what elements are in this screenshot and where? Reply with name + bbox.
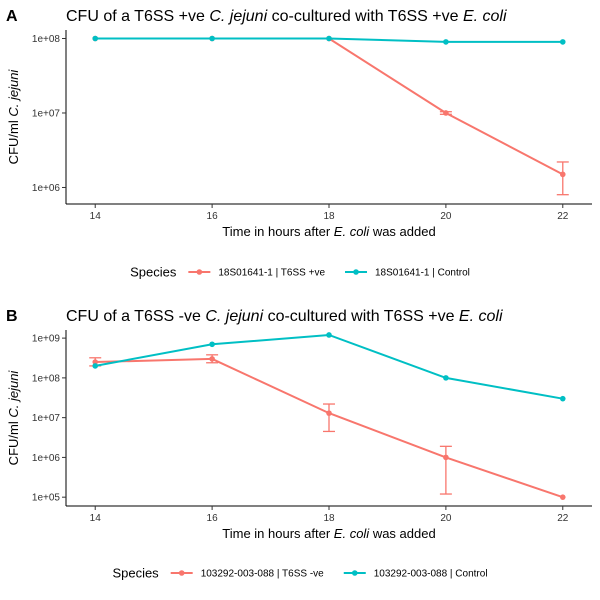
chart-title: CFU of a T6SS +ve C. jejuni co-cultured … bbox=[66, 8, 507, 25]
panel-B: B CFU of a T6SS -ve C. jejuni co-cultured… bbox=[6, 308, 592, 581]
data-point bbox=[559, 171, 566, 178]
legend-key-point bbox=[178, 570, 185, 576]
legend-label: 103292-003-088 | T6SS -ve bbox=[201, 569, 324, 580]
legend-key-point bbox=[351, 570, 358, 576]
series-line bbox=[95, 37, 564, 176]
data-point bbox=[443, 110, 449, 116]
legend-item: 103292-003-088 | T6SS -ve bbox=[170, 569, 324, 580]
legend: Species 103292-003-088 | T6SS -ve 103292-0… bbox=[112, 566, 487, 581]
legend-item: 18S01641-1 | Control bbox=[345, 268, 470, 279]
y-axis-title: CFU/ml C. jejuni bbox=[6, 69, 21, 165]
error-bar bbox=[556, 161, 569, 196]
panel-A: A CFU of a T6SS +ve C. jejuni co-cultured… bbox=[6, 8, 592, 280]
data-point bbox=[209, 341, 215, 348]
x-tick-label: 18 bbox=[323, 513, 335, 524]
data-point bbox=[209, 356, 215, 362]
data-point bbox=[443, 39, 449, 45]
legend-key-point bbox=[196, 269, 203, 275]
x-axis-title: Time in hours after E. coli was added bbox=[222, 526, 435, 541]
data-point bbox=[559, 395, 566, 402]
y-tick-label: 1e+08 bbox=[32, 373, 61, 384]
error-bar bbox=[323, 403, 335, 433]
x-tick-label: 14 bbox=[90, 211, 102, 222]
data-point bbox=[92, 35, 99, 42]
data-point bbox=[92, 359, 99, 365]
y-tick-label: 1e+06 bbox=[32, 453, 61, 464]
legend-label: 18S01641-1 | Control bbox=[375, 268, 470, 279]
y-tick-label: 1e+07 bbox=[32, 108, 61, 119]
series-1 bbox=[92, 35, 569, 196]
panel-letter: A bbox=[6, 8, 18, 25]
y-tick-label: 1e+05 bbox=[32, 493, 61, 504]
legend-key-point bbox=[353, 269, 359, 275]
series-2 bbox=[92, 332, 566, 402]
data-point bbox=[209, 35, 215, 42]
data-point bbox=[443, 375, 449, 381]
error-bar bbox=[439, 445, 452, 495]
data-point bbox=[559, 494, 566, 500]
data-point bbox=[326, 332, 332, 338]
x-tick-label: 18 bbox=[323, 211, 335, 222]
series-2 bbox=[92, 35, 566, 45]
x-tick-label: 22 bbox=[557, 513, 569, 524]
legend-title: Species bbox=[112, 566, 159, 581]
y-tick-label: 1e+08 bbox=[32, 34, 61, 45]
x-tick-label: 14 bbox=[90, 513, 102, 524]
legend-item: 18S01641-1 | T6SS +ve bbox=[188, 268, 325, 279]
legend-label: 103292-003-088 | Control bbox=[374, 569, 488, 580]
x-tick-label: 16 bbox=[207, 513, 219, 524]
data-point bbox=[443, 454, 449, 461]
x-tick-label: 20 bbox=[440, 513, 452, 524]
legend: Species 18S01641-1 | T6SS +ve 18S01641-1 |… bbox=[130, 265, 470, 280]
y-tick-label: 1e+09 bbox=[32, 334, 61, 345]
y-tick-label: 1e+06 bbox=[32, 183, 61, 194]
y-tick-label: 1e+07 bbox=[32, 413, 61, 424]
panel-letter: B bbox=[6, 308, 18, 325]
legend-item: 103292-003-088 | Control bbox=[343, 569, 488, 580]
legend-title: Species bbox=[130, 265, 177, 280]
data-point bbox=[326, 35, 332, 42]
x-tick-label: 20 bbox=[440, 211, 452, 222]
y-axis-title: CFU/ml C. jejuni bbox=[6, 370, 21, 466]
data-point bbox=[326, 410, 332, 416]
series-1 bbox=[89, 354, 566, 500]
x-axis-title: Time in hours after E. coli was added bbox=[222, 224, 435, 239]
data-point bbox=[559, 39, 566, 45]
data-point bbox=[92, 363, 99, 369]
x-tick-label: 22 bbox=[557, 211, 569, 222]
series-line bbox=[95, 333, 563, 400]
chart-title: CFU of a T6SS -ve C. jejuni co-cultured … bbox=[66, 308, 503, 325]
x-tick-label: 16 bbox=[207, 211, 219, 222]
legend-label: 18S01641-1 | T6SS +ve bbox=[218, 268, 325, 279]
